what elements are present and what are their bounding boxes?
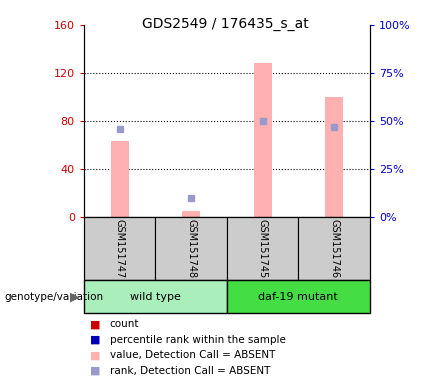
Text: ■: ■ xyxy=(90,366,101,376)
Text: GDS2549 / 176435_s_at: GDS2549 / 176435_s_at xyxy=(142,17,309,31)
Bar xyxy=(84,217,370,280)
Bar xyxy=(227,217,298,280)
Text: genotype/variation: genotype/variation xyxy=(4,291,104,302)
Bar xyxy=(155,217,227,280)
Bar xyxy=(111,141,129,217)
Bar xyxy=(298,217,370,280)
Text: ■: ■ xyxy=(90,350,101,360)
Text: ■: ■ xyxy=(90,319,101,329)
Bar xyxy=(325,97,343,217)
Text: ■: ■ xyxy=(90,335,101,345)
Text: value, Detection Call = ABSENT: value, Detection Call = ABSENT xyxy=(110,350,275,360)
Text: GSM151745: GSM151745 xyxy=(258,219,267,278)
Bar xyxy=(182,211,200,217)
Text: GSM151748: GSM151748 xyxy=(186,219,196,278)
Text: ▶: ▶ xyxy=(70,290,80,303)
Bar xyxy=(84,280,227,313)
Text: GSM151746: GSM151746 xyxy=(329,219,339,278)
Text: daf-19 mutant: daf-19 mutant xyxy=(258,291,338,302)
Text: percentile rank within the sample: percentile rank within the sample xyxy=(110,335,286,345)
Text: rank, Detection Call = ABSENT: rank, Detection Call = ABSENT xyxy=(110,366,270,376)
Bar xyxy=(254,63,271,217)
Bar xyxy=(84,217,155,280)
Text: GSM151747: GSM151747 xyxy=(114,219,125,278)
Text: wild type: wild type xyxy=(130,291,181,302)
Bar xyxy=(227,280,370,313)
Text: count: count xyxy=(110,319,139,329)
